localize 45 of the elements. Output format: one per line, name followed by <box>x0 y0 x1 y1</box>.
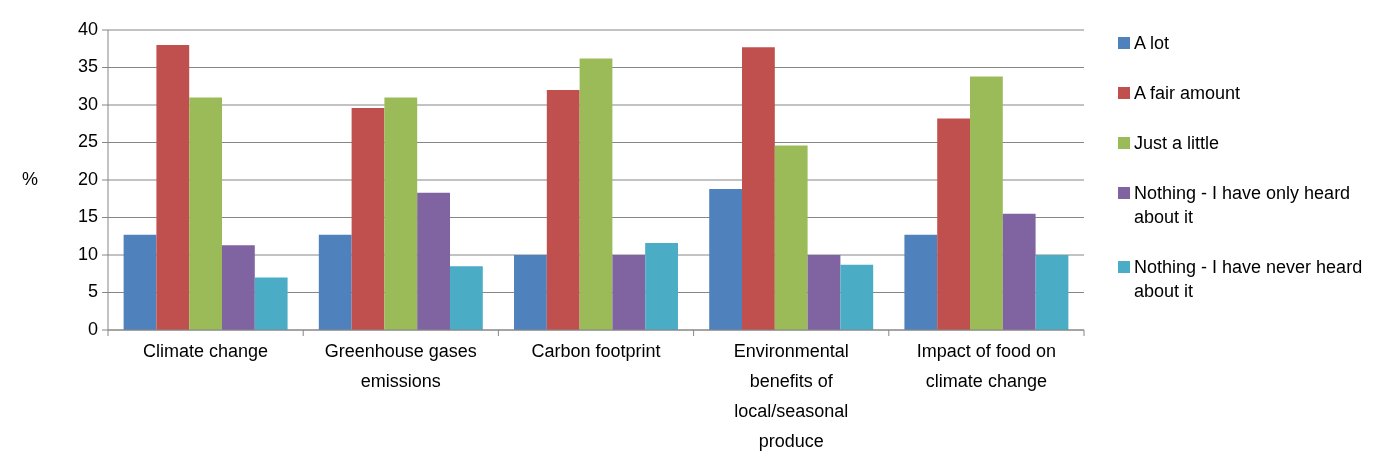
bar <box>156 45 190 330</box>
bar <box>546 90 580 330</box>
x-tick-label: Environmental benefits of local/seasonal produce <box>733 340 849 451</box>
bar <box>579 58 613 330</box>
legend-label: A lot <box>1134 32 1170 53</box>
legend-label: Just a little <box>1134 132 1220 153</box>
bar <box>384 97 418 330</box>
bar <box>774 145 808 330</box>
bar <box>807 255 841 330</box>
bar <box>417 192 450 330</box>
y-tick-label: 10 <box>77 243 98 264</box>
bar <box>1035 255 1069 330</box>
y-tick-label: 30 <box>77 93 98 114</box>
bar <box>351 108 385 330</box>
bar <box>189 97 222 330</box>
bar <box>123 234 157 330</box>
y-tick-label: 15 <box>77 206 98 227</box>
x-tick-label: Carbon footprint <box>531 340 661 361</box>
bar <box>742 47 775 330</box>
bar <box>904 234 938 330</box>
bar <box>645 243 678 330</box>
bar <box>254 277 288 330</box>
y-tick-label: 20 <box>77 168 98 189</box>
y-tick-label: 35 <box>77 56 98 77</box>
x-tick-label: Climate change <box>143 340 269 361</box>
bar <box>709 189 743 330</box>
y-tick-label: 5 <box>87 281 98 302</box>
legend-label: Nothing - I have never heard about it <box>1134 256 1363 301</box>
bar <box>449 266 483 330</box>
bar <box>514 255 547 330</box>
bar <box>222 245 255 330</box>
bar <box>937 118 970 330</box>
y-tick-label: 0 <box>87 318 98 339</box>
bar <box>970 76 1003 330</box>
legend-label: A fair amount <box>1134 82 1241 103</box>
y-tick-label: 25 <box>77 131 98 152</box>
bar <box>318 234 352 330</box>
x-tick-label: Impact of food on climate change <box>916 340 1056 391</box>
bar <box>612 255 646 330</box>
bar <box>840 264 874 330</box>
y-tick-label: 40 <box>77 18 98 39</box>
x-tick-label: Greenhouse gases emissions <box>324 340 477 391</box>
legend-label: Nothing - I have only heard about it <box>1134 182 1351 227</box>
bar <box>1002 213 1036 330</box>
y-axis-title: % <box>21 168 39 189</box>
